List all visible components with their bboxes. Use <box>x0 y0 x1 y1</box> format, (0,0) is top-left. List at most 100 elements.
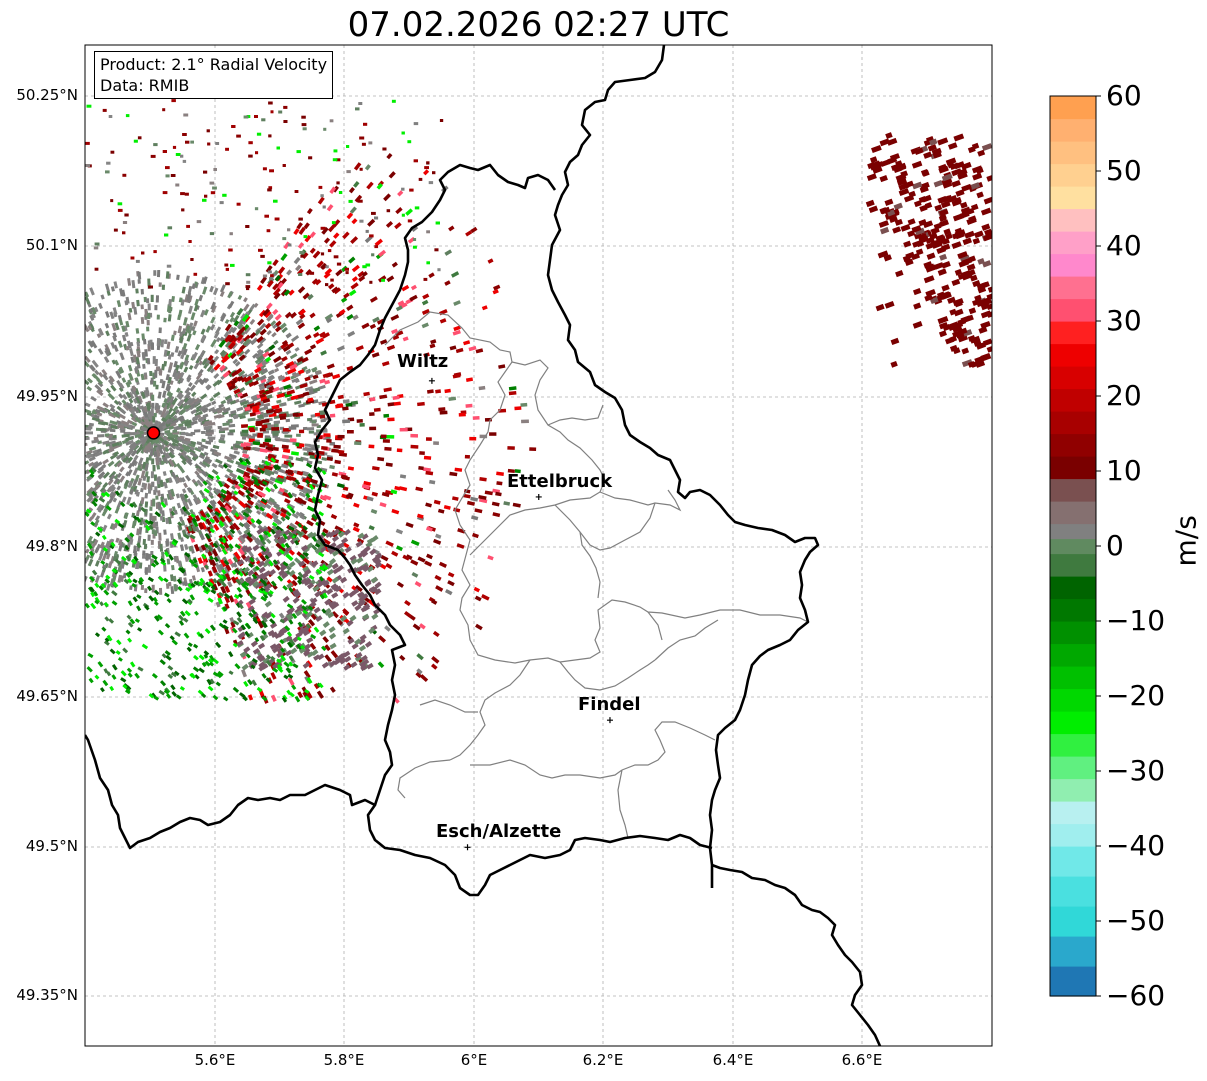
radar-pixel <box>326 438 332 443</box>
radar-pixel <box>109 685 115 692</box>
radar-pixel <box>101 369 108 376</box>
radar-pixel <box>435 221 440 225</box>
radar-pixel <box>141 461 147 469</box>
radar-pixel <box>150 154 156 158</box>
radar-pixel <box>302 629 311 637</box>
radar-pixel <box>328 632 337 640</box>
radar-pixel <box>94 369 100 376</box>
radar-pixel <box>212 287 219 296</box>
radar-pixel <box>194 429 201 433</box>
radar-pixel <box>391 261 398 268</box>
radar-pixel <box>121 334 127 342</box>
radar-pixel <box>333 444 341 449</box>
radar-pixel <box>118 542 124 552</box>
radar-pixel <box>353 162 362 171</box>
radar-pixel <box>175 493 180 499</box>
radar-pixel <box>170 510 176 516</box>
radar-pixel <box>126 496 132 505</box>
radar-pixel <box>223 482 231 489</box>
radar-pixel <box>85 554 91 561</box>
radar-pixel <box>333 287 342 295</box>
radar-pixel <box>127 672 133 678</box>
radar-pixel <box>238 603 244 610</box>
radar-pixel <box>365 541 373 549</box>
radar-pixel <box>267 454 276 460</box>
radar-pixel <box>153 474 158 481</box>
radar-pixel <box>229 316 235 323</box>
lat-tick-label: 50.1°N <box>25 236 78 254</box>
radar-pixel <box>127 364 133 372</box>
radar-pixel <box>149 448 154 457</box>
radar-pixel <box>101 421 109 426</box>
radar-pixel <box>285 634 293 642</box>
radar-pixel <box>288 560 296 568</box>
radar-pixel <box>122 519 128 528</box>
radar-pixel <box>349 554 357 562</box>
radar-pixel <box>166 558 171 565</box>
radar-pixel <box>340 615 348 622</box>
radar-pixel <box>229 524 236 531</box>
radar-pixel <box>95 531 101 537</box>
radar-pixel <box>487 258 494 264</box>
radar-pixel <box>163 529 167 535</box>
radar-pixel <box>146 476 151 483</box>
radar-pixel <box>173 583 178 592</box>
radar-pixel <box>182 348 188 356</box>
radar-pixel <box>309 312 316 319</box>
radar-pixel <box>298 443 305 448</box>
radar-pixel <box>508 391 517 396</box>
radar-pixel <box>234 663 241 670</box>
radar-pixel <box>172 405 179 413</box>
radar-pixel <box>262 308 271 317</box>
radar-pixel <box>382 147 387 151</box>
radar-pixel <box>219 515 226 523</box>
radar-pixel <box>97 467 104 474</box>
radar-pixel <box>167 673 174 679</box>
radar-pixel <box>154 420 159 427</box>
colorbar-segment <box>1050 343 1096 367</box>
radar-pixel <box>89 543 96 552</box>
radar-pixel <box>324 313 334 321</box>
radar-pixel <box>251 405 260 411</box>
radar-pixel <box>276 399 282 404</box>
radar-pixel <box>122 231 126 235</box>
radar-pixel <box>232 562 238 568</box>
radar-pixel <box>259 506 265 512</box>
radar-pixel <box>260 503 267 509</box>
radar-pixel <box>206 526 213 534</box>
radar-pixel <box>300 254 305 258</box>
radar-pixel <box>264 356 272 363</box>
radar-pixel <box>297 286 306 294</box>
radar-pixel <box>213 450 222 457</box>
radar-pixel <box>434 574 442 581</box>
radar-pixel <box>136 605 142 612</box>
radar-pixel <box>267 374 274 380</box>
radar-pixel <box>136 445 144 453</box>
radar-pixel <box>439 318 447 324</box>
radar-pixel <box>145 456 150 463</box>
radar-pixel <box>272 470 279 475</box>
radar-pixel <box>466 500 476 506</box>
radar-pixel <box>493 284 501 291</box>
radar-pixel <box>456 543 465 549</box>
radar-pixel <box>182 400 190 408</box>
radar-pixel <box>227 418 233 423</box>
radar-pixel <box>183 366 189 373</box>
radar-pixel <box>108 115 113 118</box>
radar-pixel <box>137 457 144 466</box>
radar-pixel <box>399 654 406 661</box>
radar-pixel <box>128 439 134 445</box>
radar-pixel <box>171 639 178 646</box>
radar-pixel <box>503 501 511 506</box>
radar-pixel <box>324 654 332 663</box>
radar-pixel <box>173 330 177 336</box>
radar-pixel <box>107 379 114 386</box>
radar-pixel <box>175 183 180 187</box>
radar-pixel <box>322 537 331 546</box>
radar-pixel <box>151 482 155 487</box>
radar-pixel <box>250 664 256 670</box>
radar-pixel <box>352 526 360 533</box>
radar-pixel <box>219 437 225 441</box>
radar-pixel <box>282 533 288 540</box>
radar-pixel <box>85 377 90 386</box>
